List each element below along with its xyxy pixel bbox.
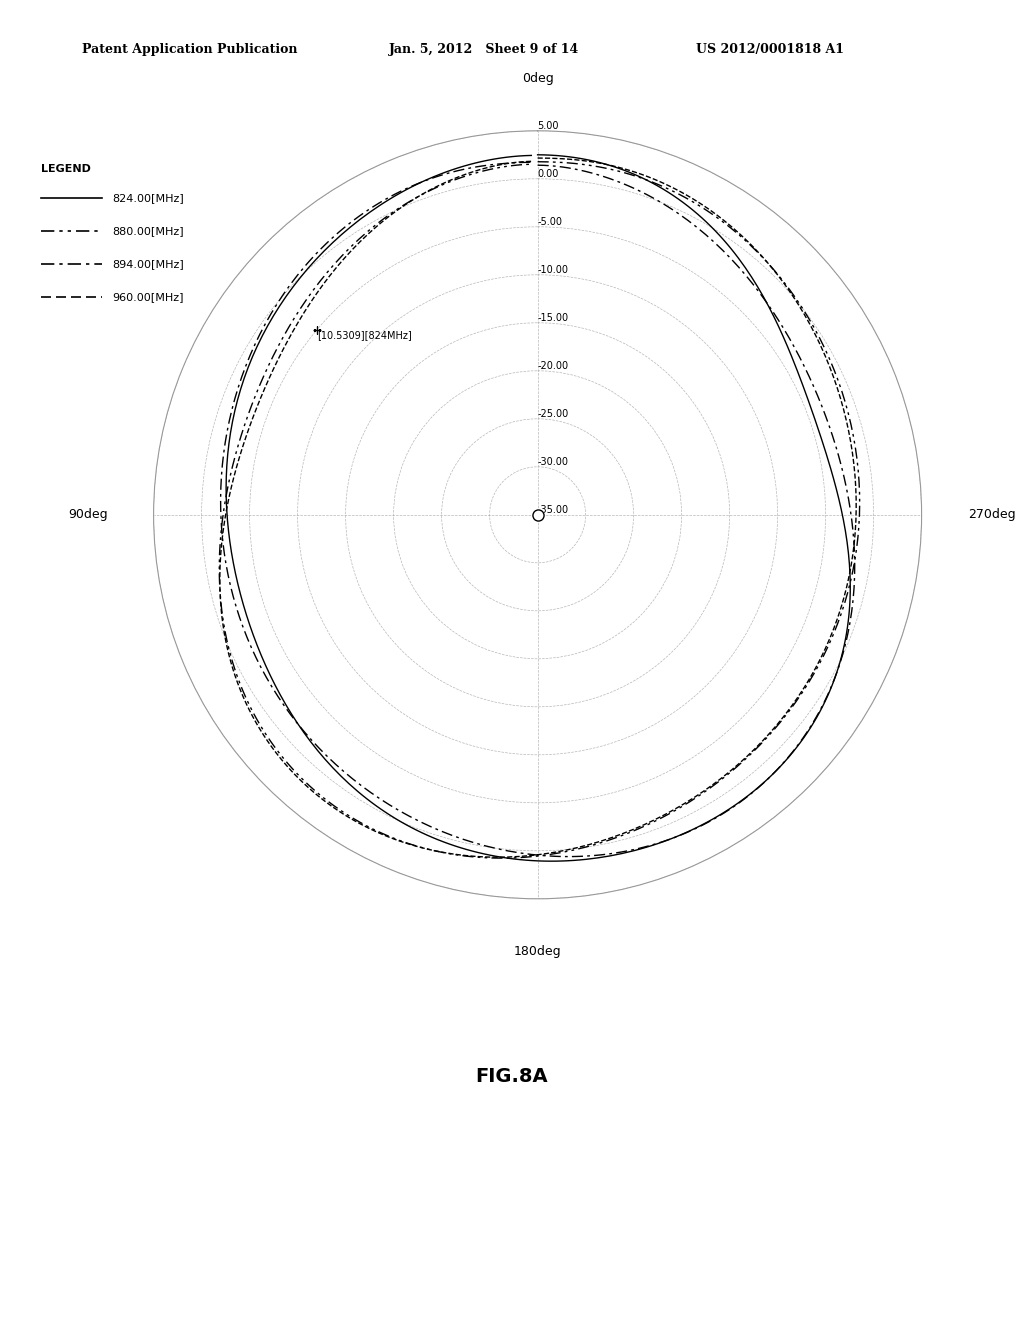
880.00[MHz] [659, 808, 672, 824]
Text: FIG.8A: FIG.8A [476, 1068, 548, 1086]
824.00[MHz] [752, 279, 764, 294]
960.00[MHz] [420, 183, 432, 199]
894.00[MHz] [525, 154, 538, 170]
Line: 960.00[MHz]: 960.00[MHz] [220, 158, 856, 857]
Text: Patent Application Publication: Patent Application Publication [82, 42, 297, 55]
894.00[MHz] [751, 280, 763, 296]
Line: 880.00[MHz]: 880.00[MHz] [219, 162, 860, 858]
Text: 90deg: 90deg [68, 508, 108, 521]
880.00[MHz] [837, 601, 849, 616]
Text: 880.00[MHz]: 880.00[MHz] [113, 226, 184, 236]
824.00[MHz] [809, 412, 821, 428]
824.00[MHz] [810, 710, 822, 726]
960.00[MHz] [525, 153, 538, 169]
Text: 0deg: 0deg [521, 71, 554, 84]
960.00[MHz] [788, 694, 801, 710]
894.00[MHz] [411, 176, 423, 191]
Text: 960.00[MHz]: 960.00[MHz] [113, 292, 184, 302]
824.00[MHz] [826, 677, 839, 693]
894.00[MHz] [464, 160, 476, 176]
Line: 824.00[MHz]: 824.00[MHz] [226, 154, 850, 861]
Text: 270deg: 270deg [968, 508, 1016, 521]
824.00[MHz] [531, 147, 544, 162]
960.00[MHz] [253, 395, 265, 411]
Text: [10.5309][824MHz]: [10.5309][824MHz] [317, 330, 412, 339]
Text: US 2012/0001818 A1: US 2012/0001818 A1 [696, 42, 845, 55]
824.00[MHz] [843, 609, 855, 624]
894.00[MHz] [810, 709, 822, 725]
880.00[MHz] [525, 156, 538, 172]
880.00[MHz] [246, 397, 258, 413]
Text: 180deg: 180deg [514, 945, 561, 958]
Text: LEGEND: LEGEND [41, 164, 91, 174]
880.00[MHz] [421, 185, 433, 201]
824.00[MHz] [663, 832, 675, 847]
894.00[MHz] [663, 832, 675, 847]
894.00[MHz] [531, 157, 544, 173]
894.00[MHz] [845, 609, 857, 624]
894.00[MHz] [813, 393, 825, 409]
Text: 894.00[MHz]: 894.00[MHz] [113, 259, 184, 269]
824.00[MHz] [411, 176, 423, 191]
880.00[MHz] [338, 805, 350, 821]
880.00[MHz] [810, 661, 822, 677]
960.00[MHz] [588, 154, 600, 170]
960.00[MHz] [531, 150, 544, 166]
880.00[MHz] [531, 154, 544, 170]
Text: Jan. 5, 2012   Sheet 9 of 14: Jan. 5, 2012 Sheet 9 of 14 [389, 42, 580, 55]
880.00[MHz] [793, 690, 805, 706]
960.00[MHz] [834, 605, 846, 620]
Line: 894.00[MHz]: 894.00[MHz] [220, 162, 855, 857]
960.00[MHz] [771, 267, 783, 282]
880.00[MHz] [768, 263, 780, 279]
894.00[MHz] [826, 677, 839, 693]
960.00[MHz] [807, 665, 819, 681]
960.00[MHz] [653, 809, 666, 825]
Text: 824.00[MHz]: 824.00[MHz] [113, 193, 184, 203]
824.00[MHz] [525, 148, 538, 164]
